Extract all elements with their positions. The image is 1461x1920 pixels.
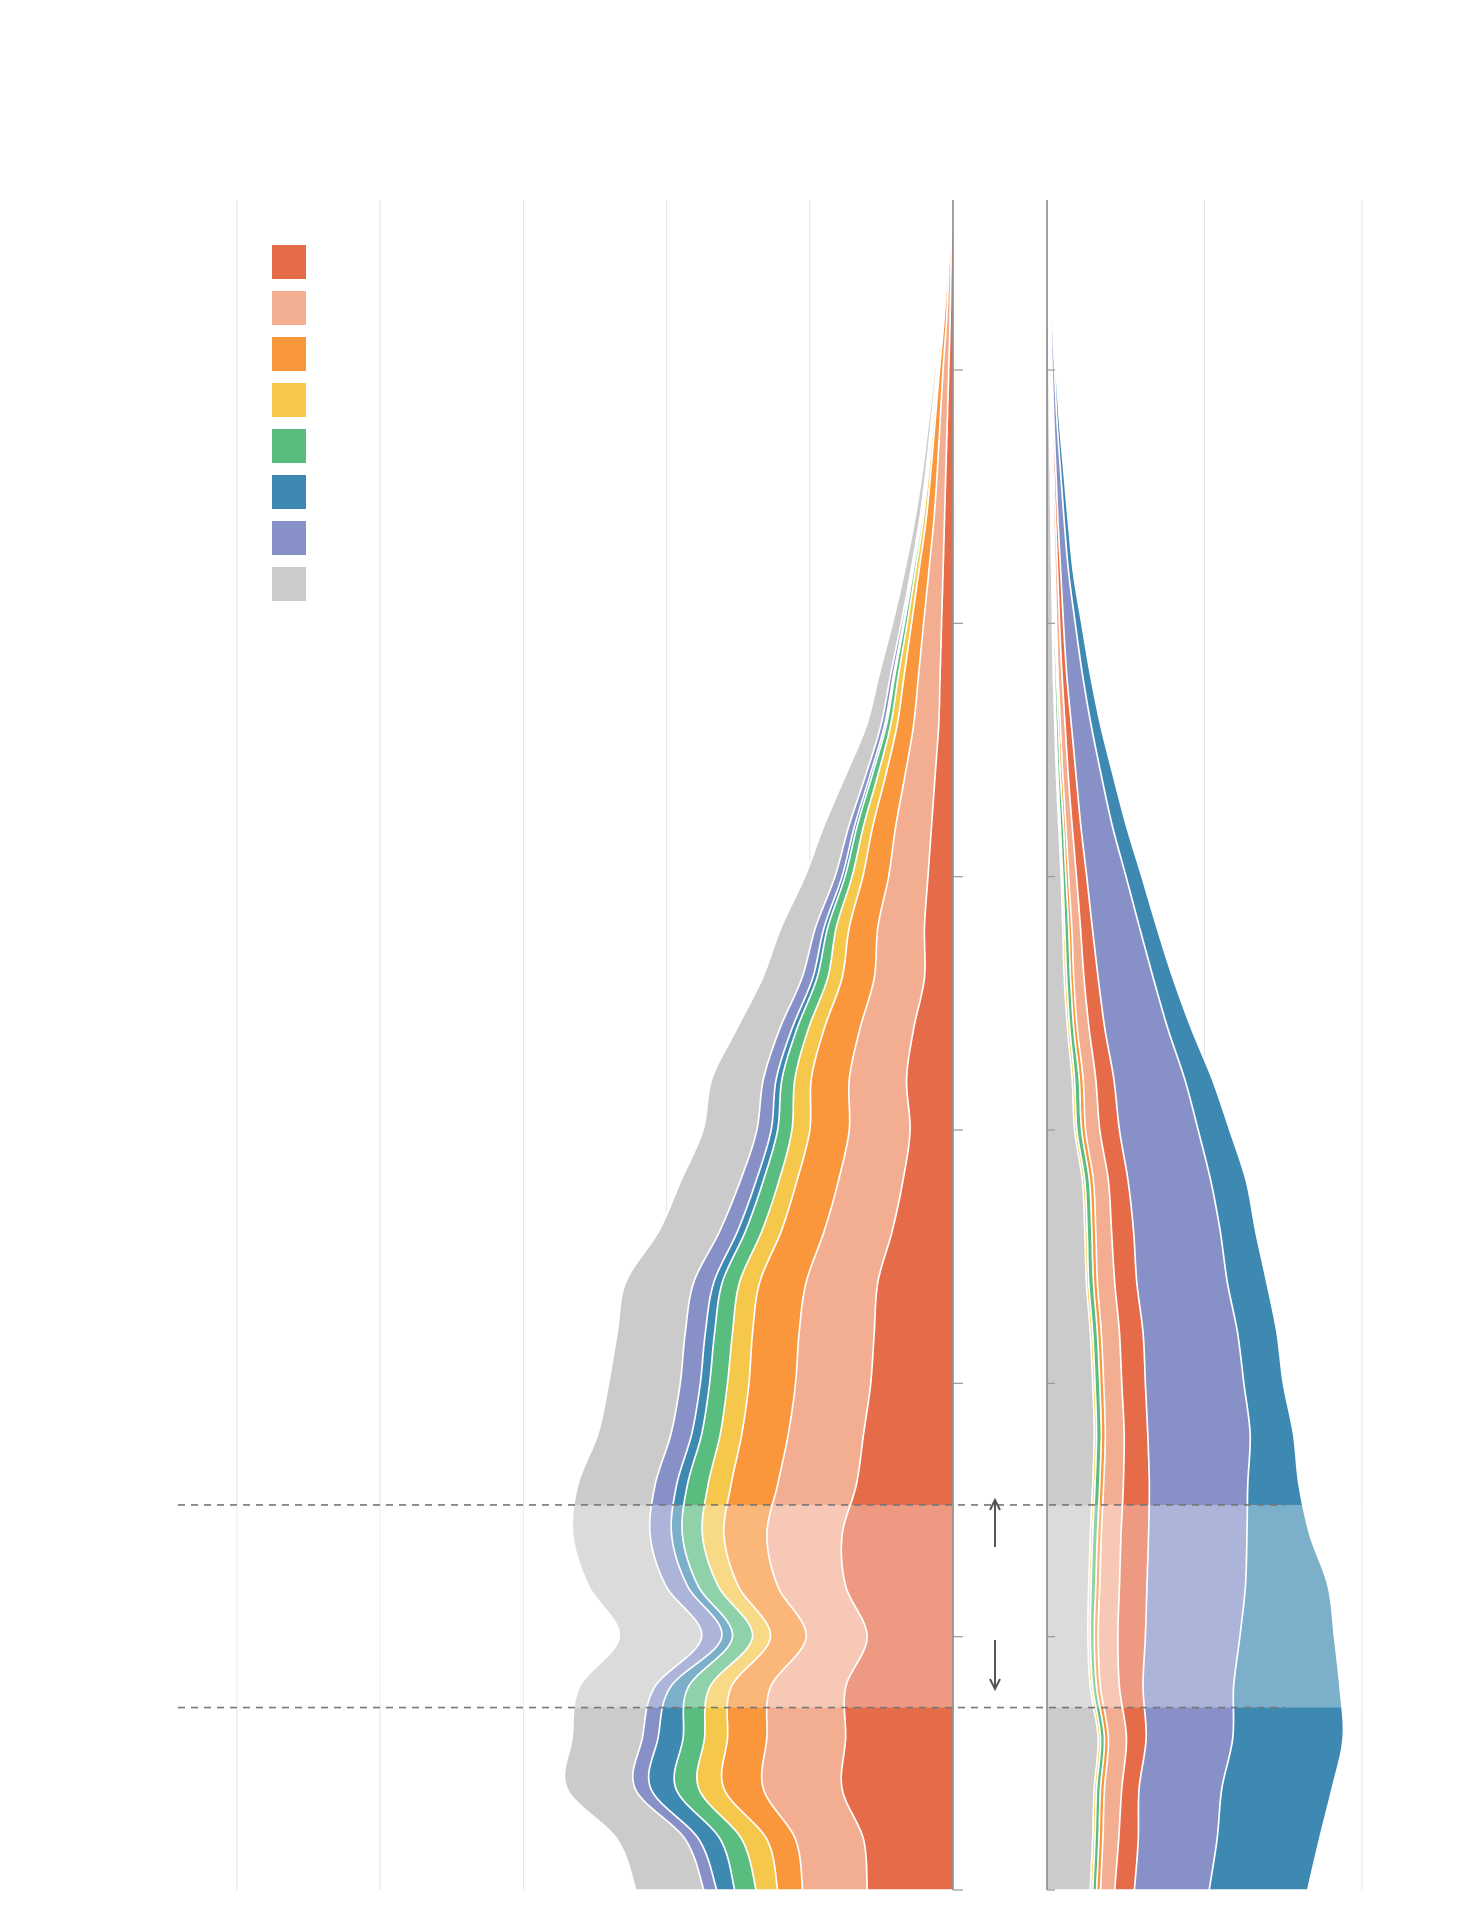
legend-swatch bbox=[272, 337, 306, 371]
highlight-band-fill bbox=[0, 1504, 1461, 1708]
arrow-up-icon bbox=[989, 1497, 1001, 1547]
left-panel-areas bbox=[563, 217, 954, 1891]
legend-swatch bbox=[272, 245, 306, 279]
legend-swatch bbox=[272, 291, 306, 325]
arrow-down-icon bbox=[989, 1640, 1001, 1692]
annotations bbox=[989, 1497, 1001, 1692]
legend-swatch bbox=[272, 475, 306, 509]
legend-swatch bbox=[272, 383, 306, 417]
highlight-band bbox=[0, 1504, 1461, 1709]
right-area-s6 bbox=[1048, 217, 1345, 1891]
legend-swatch bbox=[272, 567, 306, 601]
legend-swatch bbox=[272, 429, 306, 463]
legend bbox=[272, 245, 306, 601]
axes bbox=[952, 200, 1055, 1891]
legend-swatch bbox=[272, 521, 306, 555]
right-panel-areas bbox=[1046, 217, 1345, 1891]
left-area-s8 bbox=[563, 217, 950, 1891]
